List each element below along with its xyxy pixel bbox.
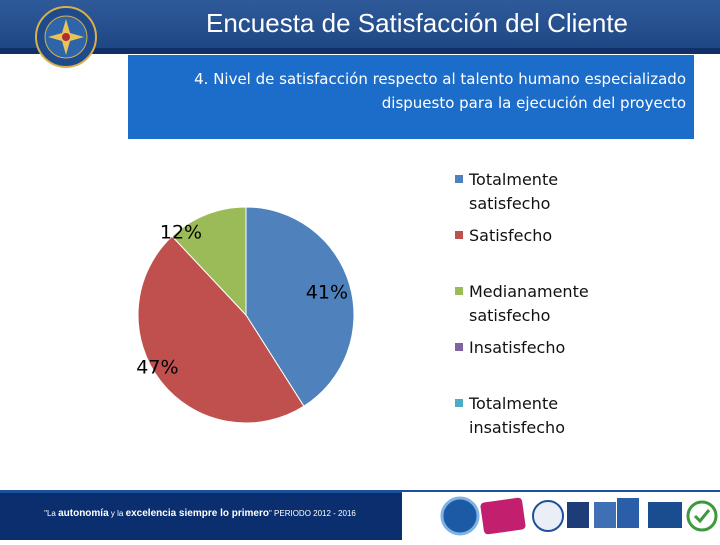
legend-label-line1: Satisfecho xyxy=(469,226,553,245)
iso-badge-icon xyxy=(594,502,616,528)
legend-label-line2: insatisfecho xyxy=(469,418,565,437)
legend-label-line2: satisfecho xyxy=(469,194,551,213)
pie-slice-totalmente-satisfecho xyxy=(245,206,355,407)
footer-slogan: "La autonomía y la excelencia siempre lo… xyxy=(44,508,356,519)
checkmark-badge-icon xyxy=(686,500,718,532)
legend-swatch xyxy=(455,343,463,351)
legend-swatch xyxy=(455,399,463,407)
seal-badge-icon xyxy=(532,500,564,532)
question-text: 4. Nivel de satisfacción respecto al tal… xyxy=(136,67,686,115)
page-title: Encuesta de Satisfacción del Cliente xyxy=(205,8,629,38)
footer-band xyxy=(0,490,720,493)
question-box: 4. Nivel de satisfacción respecto al tal… xyxy=(128,55,694,139)
question-line-2: dispuesto para la ejecución del proyecto xyxy=(381,94,686,112)
ranking-badge-icon xyxy=(648,502,682,528)
pie-data-label: 12% xyxy=(160,222,202,244)
legend-swatch xyxy=(455,287,463,295)
legend-label-line1: Medianamente xyxy=(469,282,589,301)
pie-slice-satisfecho xyxy=(137,235,305,424)
pie-slice-medianamente-satisfecho xyxy=(171,206,247,317)
header-divider xyxy=(0,48,720,54)
question-line-1: 4. Nivel de satisfacción respecto al tal… xyxy=(194,70,686,88)
accreditation-badges xyxy=(402,492,720,540)
legend-label-line1: Totalmente xyxy=(469,170,559,189)
legend-swatch xyxy=(455,231,463,239)
legend-swatch xyxy=(455,175,463,183)
iso-badge-icon xyxy=(567,502,589,528)
accreditation-campaign-badge-icon xyxy=(480,497,526,535)
header-bar xyxy=(0,0,720,48)
university-seal-logo xyxy=(35,6,97,68)
badges-graphic xyxy=(440,496,718,536)
accreditation-a-icon xyxy=(617,498,639,528)
pie-data-label: 41% xyxy=(306,282,348,304)
legend-label-line1: Insatisfecho xyxy=(469,338,566,357)
pie-data-label: 47% xyxy=(136,357,178,379)
legend-label-line2: satisfecho xyxy=(469,306,551,325)
legend-label-line1: Totalmente xyxy=(469,394,559,413)
university-badge-icon xyxy=(440,496,480,536)
